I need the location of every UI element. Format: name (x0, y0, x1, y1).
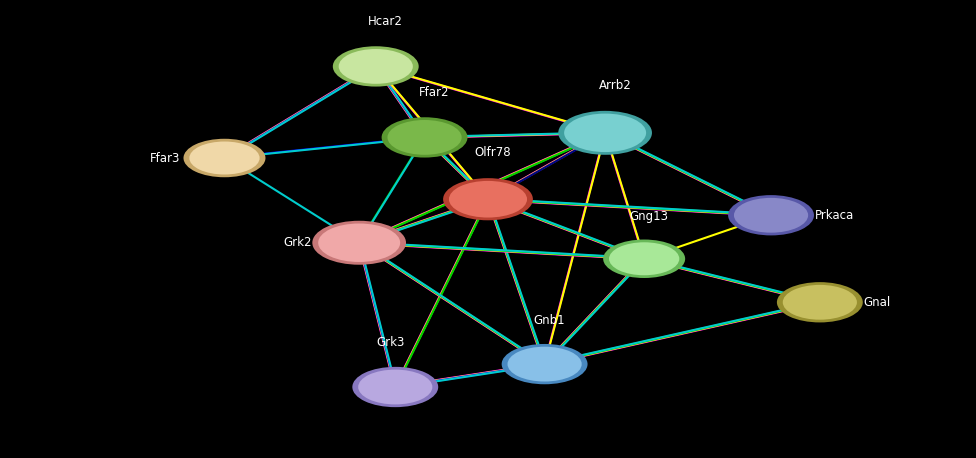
Text: Ffar3: Ffar3 (150, 152, 181, 164)
Circle shape (734, 198, 808, 233)
Circle shape (502, 344, 588, 384)
Text: Ffar2: Ffar2 (419, 87, 450, 99)
Circle shape (508, 347, 582, 382)
Text: Gnal: Gnal (864, 296, 891, 309)
Text: Olfr78: Olfr78 (474, 147, 511, 159)
Circle shape (603, 240, 685, 278)
Circle shape (382, 117, 468, 158)
Circle shape (449, 181, 527, 218)
Circle shape (387, 120, 462, 155)
Circle shape (728, 195, 814, 235)
Circle shape (564, 114, 646, 152)
Text: Gnb1: Gnb1 (534, 314, 565, 327)
Text: Gng13: Gng13 (630, 210, 669, 223)
Circle shape (443, 178, 533, 220)
Text: Arrb2: Arrb2 (598, 79, 631, 92)
Circle shape (558, 111, 652, 155)
Text: Hcar2: Hcar2 (368, 16, 403, 28)
Circle shape (183, 139, 265, 177)
Circle shape (783, 285, 857, 320)
Circle shape (339, 49, 413, 84)
Text: Grk2: Grk2 (284, 236, 312, 249)
Circle shape (352, 367, 438, 407)
Circle shape (777, 282, 863, 322)
Text: Prkaca: Prkaca (815, 209, 854, 222)
Circle shape (609, 242, 679, 275)
Text: Grk3: Grk3 (376, 337, 405, 349)
Circle shape (189, 142, 260, 174)
Circle shape (312, 221, 406, 265)
Circle shape (358, 370, 432, 404)
Circle shape (318, 224, 400, 262)
Circle shape (333, 46, 419, 87)
